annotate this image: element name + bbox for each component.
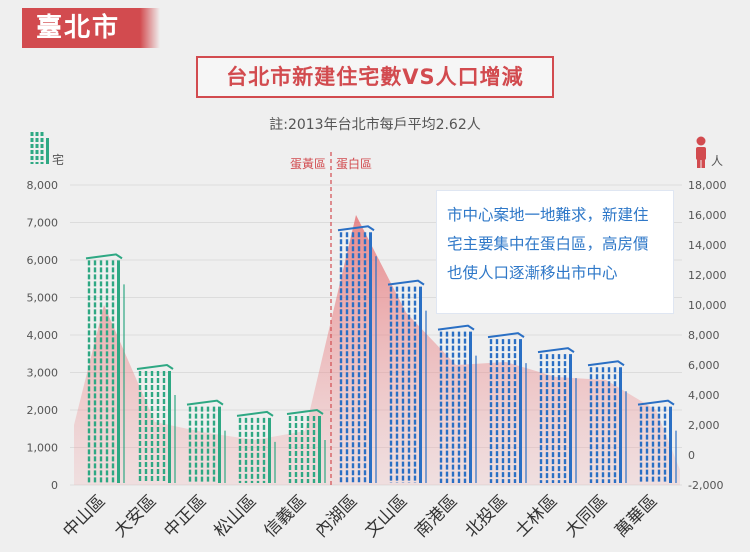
bar-side: [419, 286, 422, 483]
bar-roof: [236, 410, 274, 417]
person-icon: [696, 136, 706, 168]
bar-roof: [487, 332, 525, 339]
bar-roof: [637, 399, 675, 406]
left-tick-label: 0: [51, 479, 58, 492]
chart-note: 註:2013年台北市每戶平均2.62人: [269, 117, 481, 133]
bar-roof: [286, 408, 324, 415]
left-tick-label: 4,000: [27, 329, 59, 342]
bar-roof: [136, 363, 174, 370]
housing-bar: [387, 279, 427, 483]
bar-roof: [337, 225, 375, 232]
building-icon-side: [46, 138, 49, 164]
right-tick-label: 16,000: [688, 209, 727, 222]
bar-roof: [85, 253, 123, 260]
city-badge: 臺北市: [22, 8, 140, 48]
population-area: [74, 215, 680, 485]
left-tick-label: 3,000: [27, 367, 59, 380]
left-tick-label: 5,000: [27, 292, 59, 305]
left-axis-unit: 宅: [52, 152, 64, 167]
bar-side: [168, 371, 171, 483]
housing-bars: [85, 225, 677, 483]
bar-side: [369, 232, 372, 483]
bar-side: [519, 339, 522, 483]
chart-title: 台北市新建住宅數VS人口增減: [196, 56, 554, 98]
bar-side: [469, 331, 472, 483]
x-category-label: 萬華區: [611, 491, 661, 541]
housing-bar: [337, 225, 377, 483]
housing-bar: [286, 408, 326, 483]
bar-side: [569, 354, 572, 483]
right-tick-label: 10,000: [688, 299, 727, 312]
right-tick-label: 12,000: [688, 269, 727, 282]
bar-roof: [387, 279, 425, 286]
right-axis-unit: 人: [711, 154, 723, 168]
left-tick-label: 8,000: [27, 179, 59, 192]
building-icon: [30, 132, 49, 164]
x-category-label: 大安區: [110, 491, 160, 541]
x-category-label: 松山區: [210, 491, 260, 541]
x-axis: 中山區 大安區 中正區 松山區 信義區 內湖區 文山區 南港區 北投區 士林區 大同區 萬華區: [59, 491, 661, 541]
housing-bar: [236, 410, 276, 483]
right-tick-label: 14,000: [688, 239, 727, 252]
bar-side: [318, 416, 321, 483]
x-category-label: 大同區: [561, 491, 611, 541]
right-tick-label: 6,000: [688, 359, 720, 372]
zone-divider: 蛋黃區 蛋白區: [290, 152, 372, 485]
person-icon-head: [696, 136, 706, 146]
city-badge-fade: [140, 8, 160, 48]
person-icon-leg: [701, 158, 705, 168]
x-category-label: 中正區: [160, 491, 210, 541]
bar-roof: [537, 347, 575, 354]
x-category-label: 信義區: [260, 491, 310, 541]
right-tick-label: 2,000: [688, 419, 720, 432]
housing-bar: [487, 332, 527, 483]
axis-icons: 宅人: [30, 132, 723, 168]
right-tick-label: 18,000: [688, 179, 727, 192]
bar-roof: [437, 324, 475, 331]
population-area-path: [74, 215, 680, 485]
right-axis: -2,000 0 2,000 4,000 6,000 8,000 10,000 12,000 1…: [688, 179, 727, 492]
divider-right-label: 蛋白區: [336, 156, 372, 171]
x-category-label: 北投區: [461, 491, 511, 541]
housing-bar: [587, 360, 627, 483]
x-category-label: 內湖區: [311, 491, 361, 541]
right-tick-label: 8,000: [688, 329, 720, 342]
housing-bar: [637, 399, 677, 483]
bar-side: [117, 260, 120, 483]
bar-side: [619, 367, 622, 483]
housing-bar: [186, 399, 226, 483]
left-axis: 0 1,000 2,000 3,000 4,000 5,000 6,000 7,000 8,00…: [27, 179, 59, 492]
x-category-label: 中山區: [59, 491, 109, 541]
bar-roof: [186, 399, 224, 406]
bar-side: [218, 406, 221, 483]
right-tick-label: 4,000: [688, 389, 720, 402]
housing-bar: [537, 347, 577, 483]
x-category-label: 文山區: [361, 491, 411, 541]
housing-bar: [85, 253, 125, 483]
left-tick-label: 7,000: [27, 217, 59, 230]
left-tick-label: 1,000: [27, 442, 59, 455]
x-category-label: 士林區: [511, 491, 561, 541]
left-tick-label: 2,000: [27, 404, 59, 417]
left-tick-label: 6,000: [27, 254, 59, 267]
housing-bar: [437, 324, 477, 483]
bar-side: [268, 417, 271, 483]
person-icon-leg: [697, 158, 701, 168]
bar-roof: [587, 360, 625, 367]
annotation-box: 市中心案地一地難求，新建住宅主要集中在蛋白區，高房價也使人口逐漸移出市中心: [436, 190, 674, 314]
x-category-label: 南港區: [411, 491, 461, 541]
housing-bar: [136, 363, 176, 483]
person-icon-body: [696, 147, 706, 160]
bar-side: [669, 406, 672, 483]
right-tick-label: 0: [688, 449, 695, 462]
divider-left-label: 蛋黃區: [290, 157, 326, 171]
right-tick-label: -2,000: [688, 479, 723, 492]
